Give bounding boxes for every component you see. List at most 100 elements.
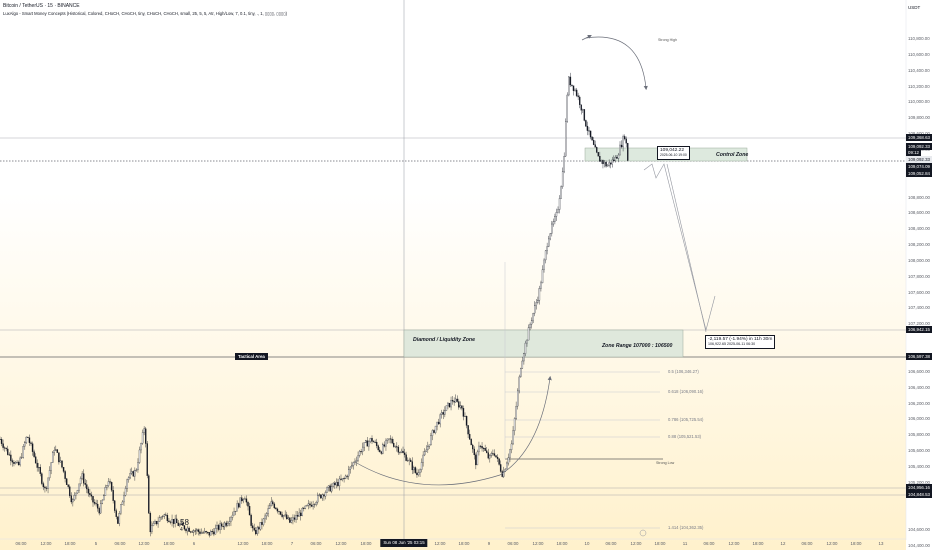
candle-body — [419, 469, 421, 474]
candle-body — [527, 327, 530, 341]
candle-body — [158, 517, 161, 522]
forecast-target: 106,922.65 2025-06-11 06:30 — [708, 342, 756, 346]
time-tick-label: 18:00 — [850, 541, 862, 546]
tactical-area-label[interactable]: Tactical Area — [235, 353, 268, 360]
candle-body — [224, 522, 226, 528]
candle-body — [244, 498, 246, 500]
candle-body — [20, 457, 23, 459]
candle-body — [303, 508, 305, 509]
candle-body — [337, 482, 339, 487]
diamond-liquidity-zone-box[interactable] — [403, 329, 684, 358]
strong-low-label: Strong Low — [656, 461, 675, 465]
forecast-note[interactable]: -2,119.57 (-1.94%) in 11h 30m 106,922.65… — [705, 335, 776, 349]
candle-body — [253, 527, 255, 531]
time-tick-label: 18:00 — [261, 541, 273, 546]
candle-body — [59, 460, 62, 463]
indicator-legend[interactable]: LuxAlgo - Smart Money Concepts (Historic… — [3, 11, 288, 16]
price-tick-label: 110,400.00 — [908, 67, 930, 73]
candle-body — [425, 449, 427, 453]
candle-body — [433, 430, 435, 433]
candle-body — [411, 461, 414, 471]
candle-body — [312, 504, 314, 507]
peak-price-time: 2025-06-10 19:00 — [660, 153, 687, 157]
candle-body — [134, 470, 136, 477]
candle-body — [81, 473, 83, 479]
candle-body — [340, 478, 342, 480]
time-tick-label: 06:00 — [605, 541, 617, 546]
price-tag: 109,052.84 — [906, 170, 932, 177]
candle-body — [101, 499, 104, 504]
candle-body — [89, 493, 91, 495]
candle-body — [44, 486, 46, 489]
candle-body — [600, 160, 603, 162]
candle-body — [588, 130, 590, 132]
candle-body — [579, 96, 581, 105]
candle-body — [90, 494, 93, 497]
candle-body — [237, 503, 240, 508]
candle-body — [437, 421, 440, 425]
candle-body — [448, 402, 451, 408]
candle-body — [375, 441, 378, 446]
forecast-path[interactable] — [643, 163, 716, 332]
candle-body — [129, 472, 131, 478]
curved-arrow-upswing[interactable] — [354, 375, 552, 486]
candle-body — [50, 462, 52, 471]
candle-body — [310, 504, 313, 507]
candle-body — [143, 428, 145, 433]
candle-body — [361, 446, 364, 452]
candle-body — [62, 467, 65, 472]
candle-body — [478, 445, 480, 453]
price-tag: 106,942.15 — [906, 326, 932, 333]
candle-body — [537, 300, 539, 303]
candle-body — [265, 513, 268, 517]
candle-body — [405, 454, 407, 461]
candle-body — [592, 140, 595, 145]
price-tick-label: 108,800.00 — [908, 194, 930, 200]
candle-body — [374, 441, 376, 443]
candle-body — [55, 449, 57, 451]
candle-body — [177, 522, 179, 526]
candle-body — [496, 456, 499, 459]
time-tick-label: 18:00 — [64, 541, 76, 546]
candle-body — [444, 410, 446, 415]
candle-body — [189, 531, 192, 533]
time-tick-label: 06:00 — [507, 541, 519, 546]
candle-body — [76, 490, 79, 494]
symbol-title[interactable]: Bitcoin / TetherUS · 15 · BINANCE — [3, 3, 80, 9]
candle-body — [5, 447, 7, 450]
candle-body — [526, 339, 528, 344]
candle-body — [572, 85, 575, 91]
fib-retracement[interactable] — [504, 262, 663, 529]
curved-arrow-top[interactable] — [585, 36, 648, 91]
price-tick-label: 105,200.00 — [908, 479, 930, 485]
candle-body — [492, 453, 494, 455]
candle-body — [416, 472, 418, 476]
candle-body — [155, 521, 158, 525]
candle-body — [453, 401, 455, 403]
candle-body — [349, 466, 352, 470]
candle-body — [620, 144, 623, 148]
candle-body — [484, 448, 486, 451]
candle-body — [193, 530, 195, 533]
candle-body — [408, 459, 410, 461]
peak-price-note[interactable]: 109,042.22 2025-06-10 19:00 — [657, 146, 690, 160]
price-tick-label: 110,800.00 — [908, 36, 930, 41]
candle-body — [454, 398, 457, 403]
candle-body — [309, 503, 311, 506]
candle-body — [64, 471, 66, 479]
candle-body — [520, 368, 522, 378]
candle-body — [282, 515, 285, 517]
candle-body — [86, 484, 88, 490]
candle-body — [625, 138, 627, 144]
candle-body — [248, 506, 251, 516]
candle-body — [220, 523, 223, 527]
candle-body — [616, 156, 618, 159]
candle-body — [544, 250, 547, 261]
candle-body — [17, 461, 20, 466]
candle-body — [456, 398, 458, 402]
candle-body — [450, 400, 452, 408]
candle-body — [482, 447, 485, 449]
candle-body — [323, 494, 325, 497]
candle-body — [459, 405, 462, 408]
